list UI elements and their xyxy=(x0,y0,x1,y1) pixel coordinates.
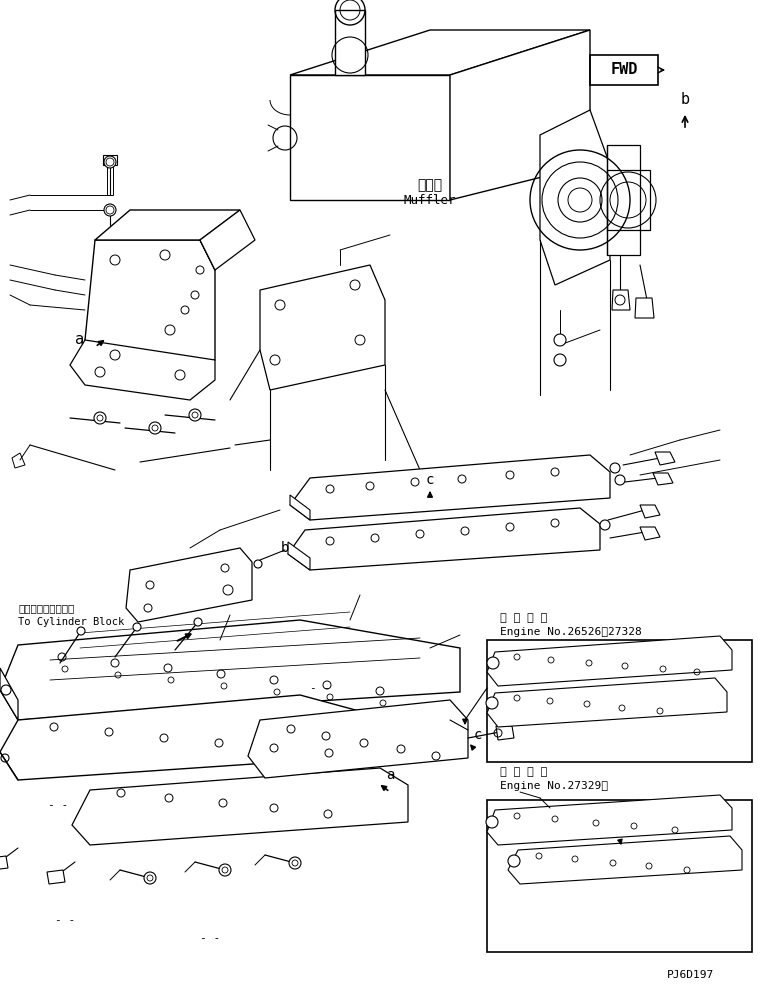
Circle shape xyxy=(554,334,566,346)
Circle shape xyxy=(104,204,116,216)
Circle shape xyxy=(600,520,610,530)
Circle shape xyxy=(554,354,566,366)
Polygon shape xyxy=(95,210,240,240)
Text: Engine No.26526！27328: Engine No.26526！27328 xyxy=(500,627,642,637)
Polygon shape xyxy=(540,110,610,285)
Polygon shape xyxy=(487,636,732,686)
Polygon shape xyxy=(288,508,600,570)
Polygon shape xyxy=(487,795,732,845)
Circle shape xyxy=(133,623,141,631)
Polygon shape xyxy=(260,265,385,390)
Polygon shape xyxy=(47,870,65,884)
Text: a: a xyxy=(75,332,84,347)
Polygon shape xyxy=(335,10,365,75)
Circle shape xyxy=(486,816,498,828)
Polygon shape xyxy=(487,678,727,727)
Bar xyxy=(487,800,752,952)
Polygon shape xyxy=(640,527,660,540)
Circle shape xyxy=(486,697,498,709)
Text: マフラ: マフラ xyxy=(418,178,443,192)
Text: b: b xyxy=(281,541,289,555)
Circle shape xyxy=(610,463,620,473)
Text: Engine No.27329～: Engine No.27329～ xyxy=(500,781,608,791)
Polygon shape xyxy=(72,768,408,845)
Polygon shape xyxy=(290,455,610,520)
Bar xyxy=(590,55,658,85)
Circle shape xyxy=(149,422,161,434)
Polygon shape xyxy=(290,495,310,520)
Circle shape xyxy=(219,864,231,876)
Text: PJ6D197: PJ6D197 xyxy=(667,970,714,980)
Polygon shape xyxy=(290,75,450,200)
Text: FWD: FWD xyxy=(610,62,638,78)
Text: - -: - - xyxy=(200,933,220,943)
Polygon shape xyxy=(70,340,215,400)
Polygon shape xyxy=(508,836,742,884)
Text: b: b xyxy=(680,93,689,107)
Text: 適 用 号 機: 適 用 号 機 xyxy=(500,767,547,777)
Circle shape xyxy=(508,855,520,867)
Polygon shape xyxy=(450,30,590,200)
Text: - -: - - xyxy=(55,915,75,925)
Polygon shape xyxy=(0,695,385,780)
Text: To Cylinder Block: To Cylinder Block xyxy=(18,617,124,627)
Polygon shape xyxy=(655,452,675,465)
Text: Muffler: Muffler xyxy=(404,193,457,206)
Circle shape xyxy=(289,857,301,869)
Polygon shape xyxy=(200,210,255,270)
Bar xyxy=(487,640,752,762)
Polygon shape xyxy=(103,155,117,165)
Polygon shape xyxy=(0,668,18,720)
Polygon shape xyxy=(288,542,310,570)
Circle shape xyxy=(144,872,156,884)
Circle shape xyxy=(104,156,116,168)
Polygon shape xyxy=(612,290,630,310)
Text: - -: - - xyxy=(48,800,68,810)
Circle shape xyxy=(94,412,106,424)
Text: シリンダブロックへ: シリンダブロックへ xyxy=(18,603,75,613)
Circle shape xyxy=(487,657,499,669)
Polygon shape xyxy=(653,473,673,485)
Polygon shape xyxy=(635,298,654,318)
Polygon shape xyxy=(126,548,252,622)
Circle shape xyxy=(615,295,625,305)
Polygon shape xyxy=(290,30,590,75)
Text: - -: - - xyxy=(310,683,330,693)
Circle shape xyxy=(194,618,202,626)
Circle shape xyxy=(615,475,625,485)
Circle shape xyxy=(77,627,85,635)
Polygon shape xyxy=(496,726,514,740)
Text: c: c xyxy=(474,728,482,742)
Text: 適 用 号 機: 適 用 号 機 xyxy=(500,613,547,623)
Polygon shape xyxy=(0,856,8,870)
Text: a: a xyxy=(386,768,394,782)
Circle shape xyxy=(189,409,201,421)
Polygon shape xyxy=(607,145,640,255)
Polygon shape xyxy=(0,620,460,720)
Polygon shape xyxy=(640,505,660,518)
Polygon shape xyxy=(248,700,468,778)
Polygon shape xyxy=(85,240,215,370)
Text: c: c xyxy=(426,473,435,487)
